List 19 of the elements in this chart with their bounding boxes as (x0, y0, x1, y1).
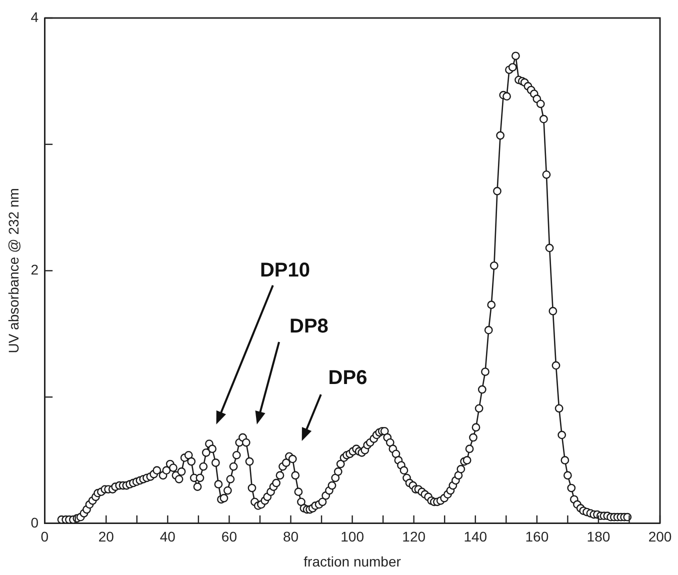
x-tick-label: 40 (160, 528, 176, 545)
x-tick-label: 180 (586, 528, 610, 545)
y-tick-label: 0 (30, 514, 39, 530)
annotation: DP6 (328, 366, 368, 389)
x-tick-label: 0 (40, 528, 49, 545)
annotation: DP8 (290, 315, 328, 338)
x-axis-title: fraction number (304, 553, 402, 570)
x-tick-label: 120 (402, 528, 426, 545)
y-tick-label: 2 (30, 262, 39, 278)
x-tick-label: 20 (98, 528, 114, 545)
annotation: DP10 (260, 259, 310, 282)
y-axis-title: UV absorbance @ 232 nm (5, 188, 22, 354)
x-tick-label: 200 (648, 528, 672, 545)
x-tick-label: 60 (221, 528, 238, 545)
x-tick-label: 100 (340, 528, 364, 545)
y-tick-label: 4 (30, 8, 39, 25)
x-tick-label: 80 (282, 528, 299, 545)
x-tick-label: 140 (464, 528, 488, 545)
x-tick-label: 160 (525, 528, 549, 545)
